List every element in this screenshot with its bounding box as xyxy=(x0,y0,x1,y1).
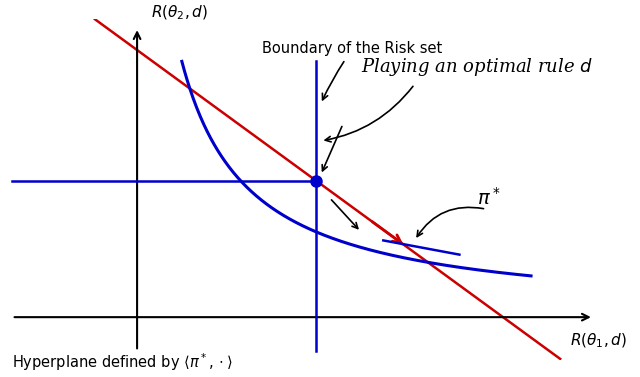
Text: $\pi^*$: $\pi^*$ xyxy=(477,187,501,209)
Text: Boundary of the Risk set: Boundary of the Risk set xyxy=(262,41,443,100)
Text: $R(\theta_1, d)$: $R(\theta_1, d)$ xyxy=(570,331,627,350)
Text: Hyperplane defined by $\langle \pi^*, \cdot \rangle$: Hyperplane defined by $\langle \pi^*, \c… xyxy=(12,351,232,373)
Text: Playing an optimal rule $d$: Playing an optimal rule $d$ xyxy=(361,56,593,78)
Text: $R(\theta_2, d)$: $R(\theta_2, d)$ xyxy=(150,3,208,21)
